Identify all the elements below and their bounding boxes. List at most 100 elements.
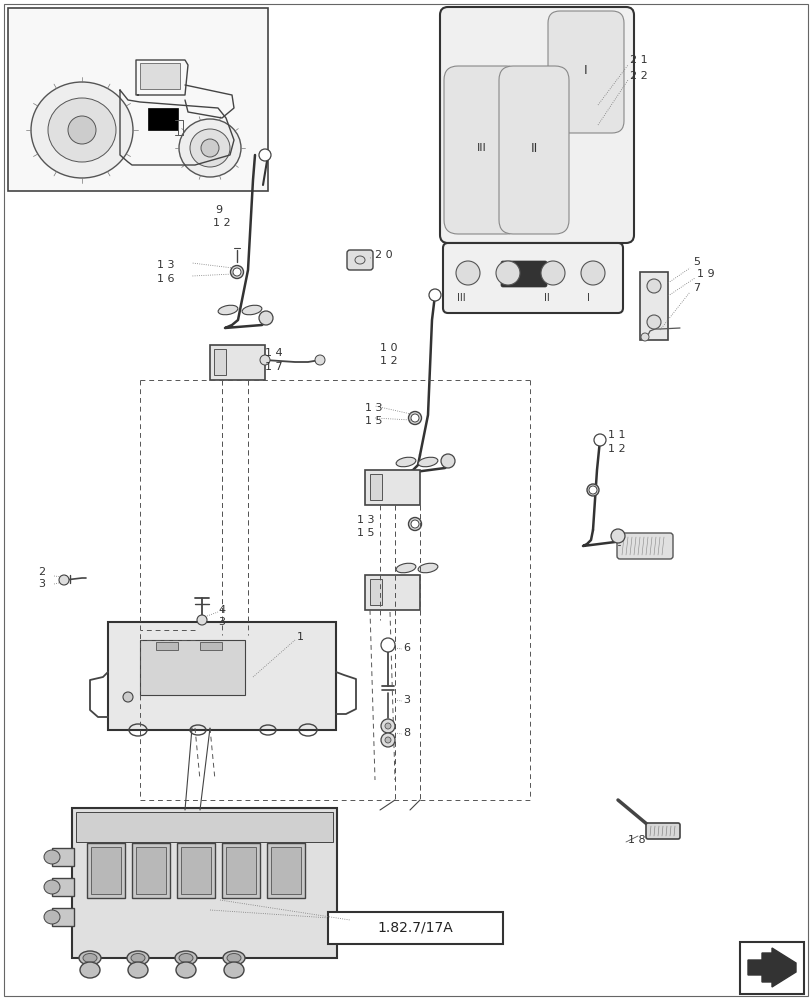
Ellipse shape — [79, 951, 101, 965]
Text: 1 7: 1 7 — [264, 362, 282, 372]
Bar — [135, 847, 165, 894]
Text: 3: 3 — [402, 695, 410, 705]
FancyBboxPatch shape — [500, 261, 547, 287]
Bar — [200, 642, 221, 650]
Text: 2 0: 2 0 — [375, 250, 393, 260]
Bar — [214, 349, 225, 375]
Circle shape — [610, 529, 624, 543]
FancyBboxPatch shape — [346, 250, 372, 270]
Bar — [139, 63, 180, 89]
Text: 1 5: 1 5 — [357, 528, 374, 538]
Ellipse shape — [44, 850, 60, 864]
Text: 1 3: 1 3 — [157, 260, 174, 270]
Ellipse shape — [80, 962, 100, 978]
Text: III: III — [456, 293, 465, 303]
Ellipse shape — [396, 563, 415, 573]
Ellipse shape — [408, 412, 421, 424]
Ellipse shape — [178, 953, 193, 962]
Ellipse shape — [224, 962, 243, 978]
Ellipse shape — [178, 119, 241, 177]
Text: 1 6: 1 6 — [157, 274, 174, 284]
Ellipse shape — [408, 518, 421, 530]
Bar — [177, 843, 215, 898]
Ellipse shape — [218, 305, 238, 315]
Circle shape — [428, 289, 440, 301]
Text: 1.82.7/17A: 1.82.7/17A — [376, 921, 453, 935]
Circle shape — [59, 575, 69, 585]
Bar — [76, 812, 333, 842]
Text: 1 3: 1 3 — [357, 515, 374, 525]
Ellipse shape — [44, 880, 60, 894]
Bar — [271, 847, 301, 894]
Circle shape — [259, 311, 272, 325]
Ellipse shape — [131, 953, 145, 962]
Bar — [52, 908, 74, 926]
Bar — [156, 642, 178, 650]
Text: 2: 2 — [38, 567, 45, 577]
Text: 1 2: 1 2 — [212, 218, 230, 228]
Ellipse shape — [242, 305, 262, 315]
FancyBboxPatch shape — [443, 243, 622, 313]
Ellipse shape — [175, 951, 197, 965]
Circle shape — [456, 261, 479, 285]
FancyBboxPatch shape — [616, 533, 672, 559]
Bar — [108, 622, 336, 730]
Bar — [148, 108, 178, 130]
Ellipse shape — [128, 962, 148, 978]
FancyBboxPatch shape — [499, 66, 569, 234]
Ellipse shape — [586, 484, 599, 496]
Bar — [210, 345, 264, 380]
Bar — [370, 474, 381, 500]
Ellipse shape — [418, 563, 437, 573]
Text: I: I — [586, 293, 589, 303]
Ellipse shape — [201, 139, 219, 157]
Ellipse shape — [190, 129, 230, 167]
Bar — [267, 843, 305, 898]
Text: 3: 3 — [38, 579, 45, 589]
Bar — [739, 942, 803, 994]
Bar — [639, 272, 667, 340]
FancyBboxPatch shape — [444, 66, 519, 234]
Text: 1 2: 1 2 — [380, 356, 397, 366]
Text: 1 4: 1 4 — [264, 348, 282, 358]
Ellipse shape — [44, 910, 60, 924]
Text: 2 1: 2 1 — [629, 55, 647, 65]
Circle shape — [380, 733, 394, 747]
Text: 3: 3 — [217, 617, 225, 627]
Circle shape — [594, 434, 605, 446]
Circle shape — [646, 315, 660, 329]
FancyBboxPatch shape — [547, 11, 623, 133]
Text: 1 9: 1 9 — [696, 269, 714, 279]
Circle shape — [315, 355, 324, 365]
Text: I: I — [583, 64, 587, 77]
Circle shape — [259, 149, 271, 161]
Circle shape — [496, 261, 519, 285]
Ellipse shape — [230, 265, 243, 278]
Circle shape — [380, 638, 394, 652]
Ellipse shape — [223, 951, 245, 965]
Bar — [139, 640, 245, 695]
Text: 2 2: 2 2 — [629, 71, 647, 81]
Ellipse shape — [127, 951, 148, 965]
Text: 5: 5 — [692, 257, 699, 267]
Ellipse shape — [68, 116, 96, 144]
Bar — [225, 847, 255, 894]
Bar — [365, 470, 419, 505]
Ellipse shape — [354, 256, 365, 264]
Bar — [52, 878, 74, 896]
Text: 8: 8 — [402, 728, 410, 738]
Circle shape — [233, 268, 241, 276]
FancyBboxPatch shape — [646, 823, 679, 839]
Text: II: II — [530, 142, 537, 155]
Text: 1 5: 1 5 — [365, 416, 382, 426]
Circle shape — [197, 615, 207, 625]
Bar — [181, 847, 211, 894]
Bar — [8, 8, 268, 191]
Ellipse shape — [83, 953, 97, 962]
Ellipse shape — [31, 82, 133, 178]
Ellipse shape — [418, 457, 437, 467]
Bar — [72, 808, 337, 958]
Text: 1 8: 1 8 — [627, 835, 645, 845]
Circle shape — [588, 486, 596, 494]
Ellipse shape — [396, 457, 415, 467]
